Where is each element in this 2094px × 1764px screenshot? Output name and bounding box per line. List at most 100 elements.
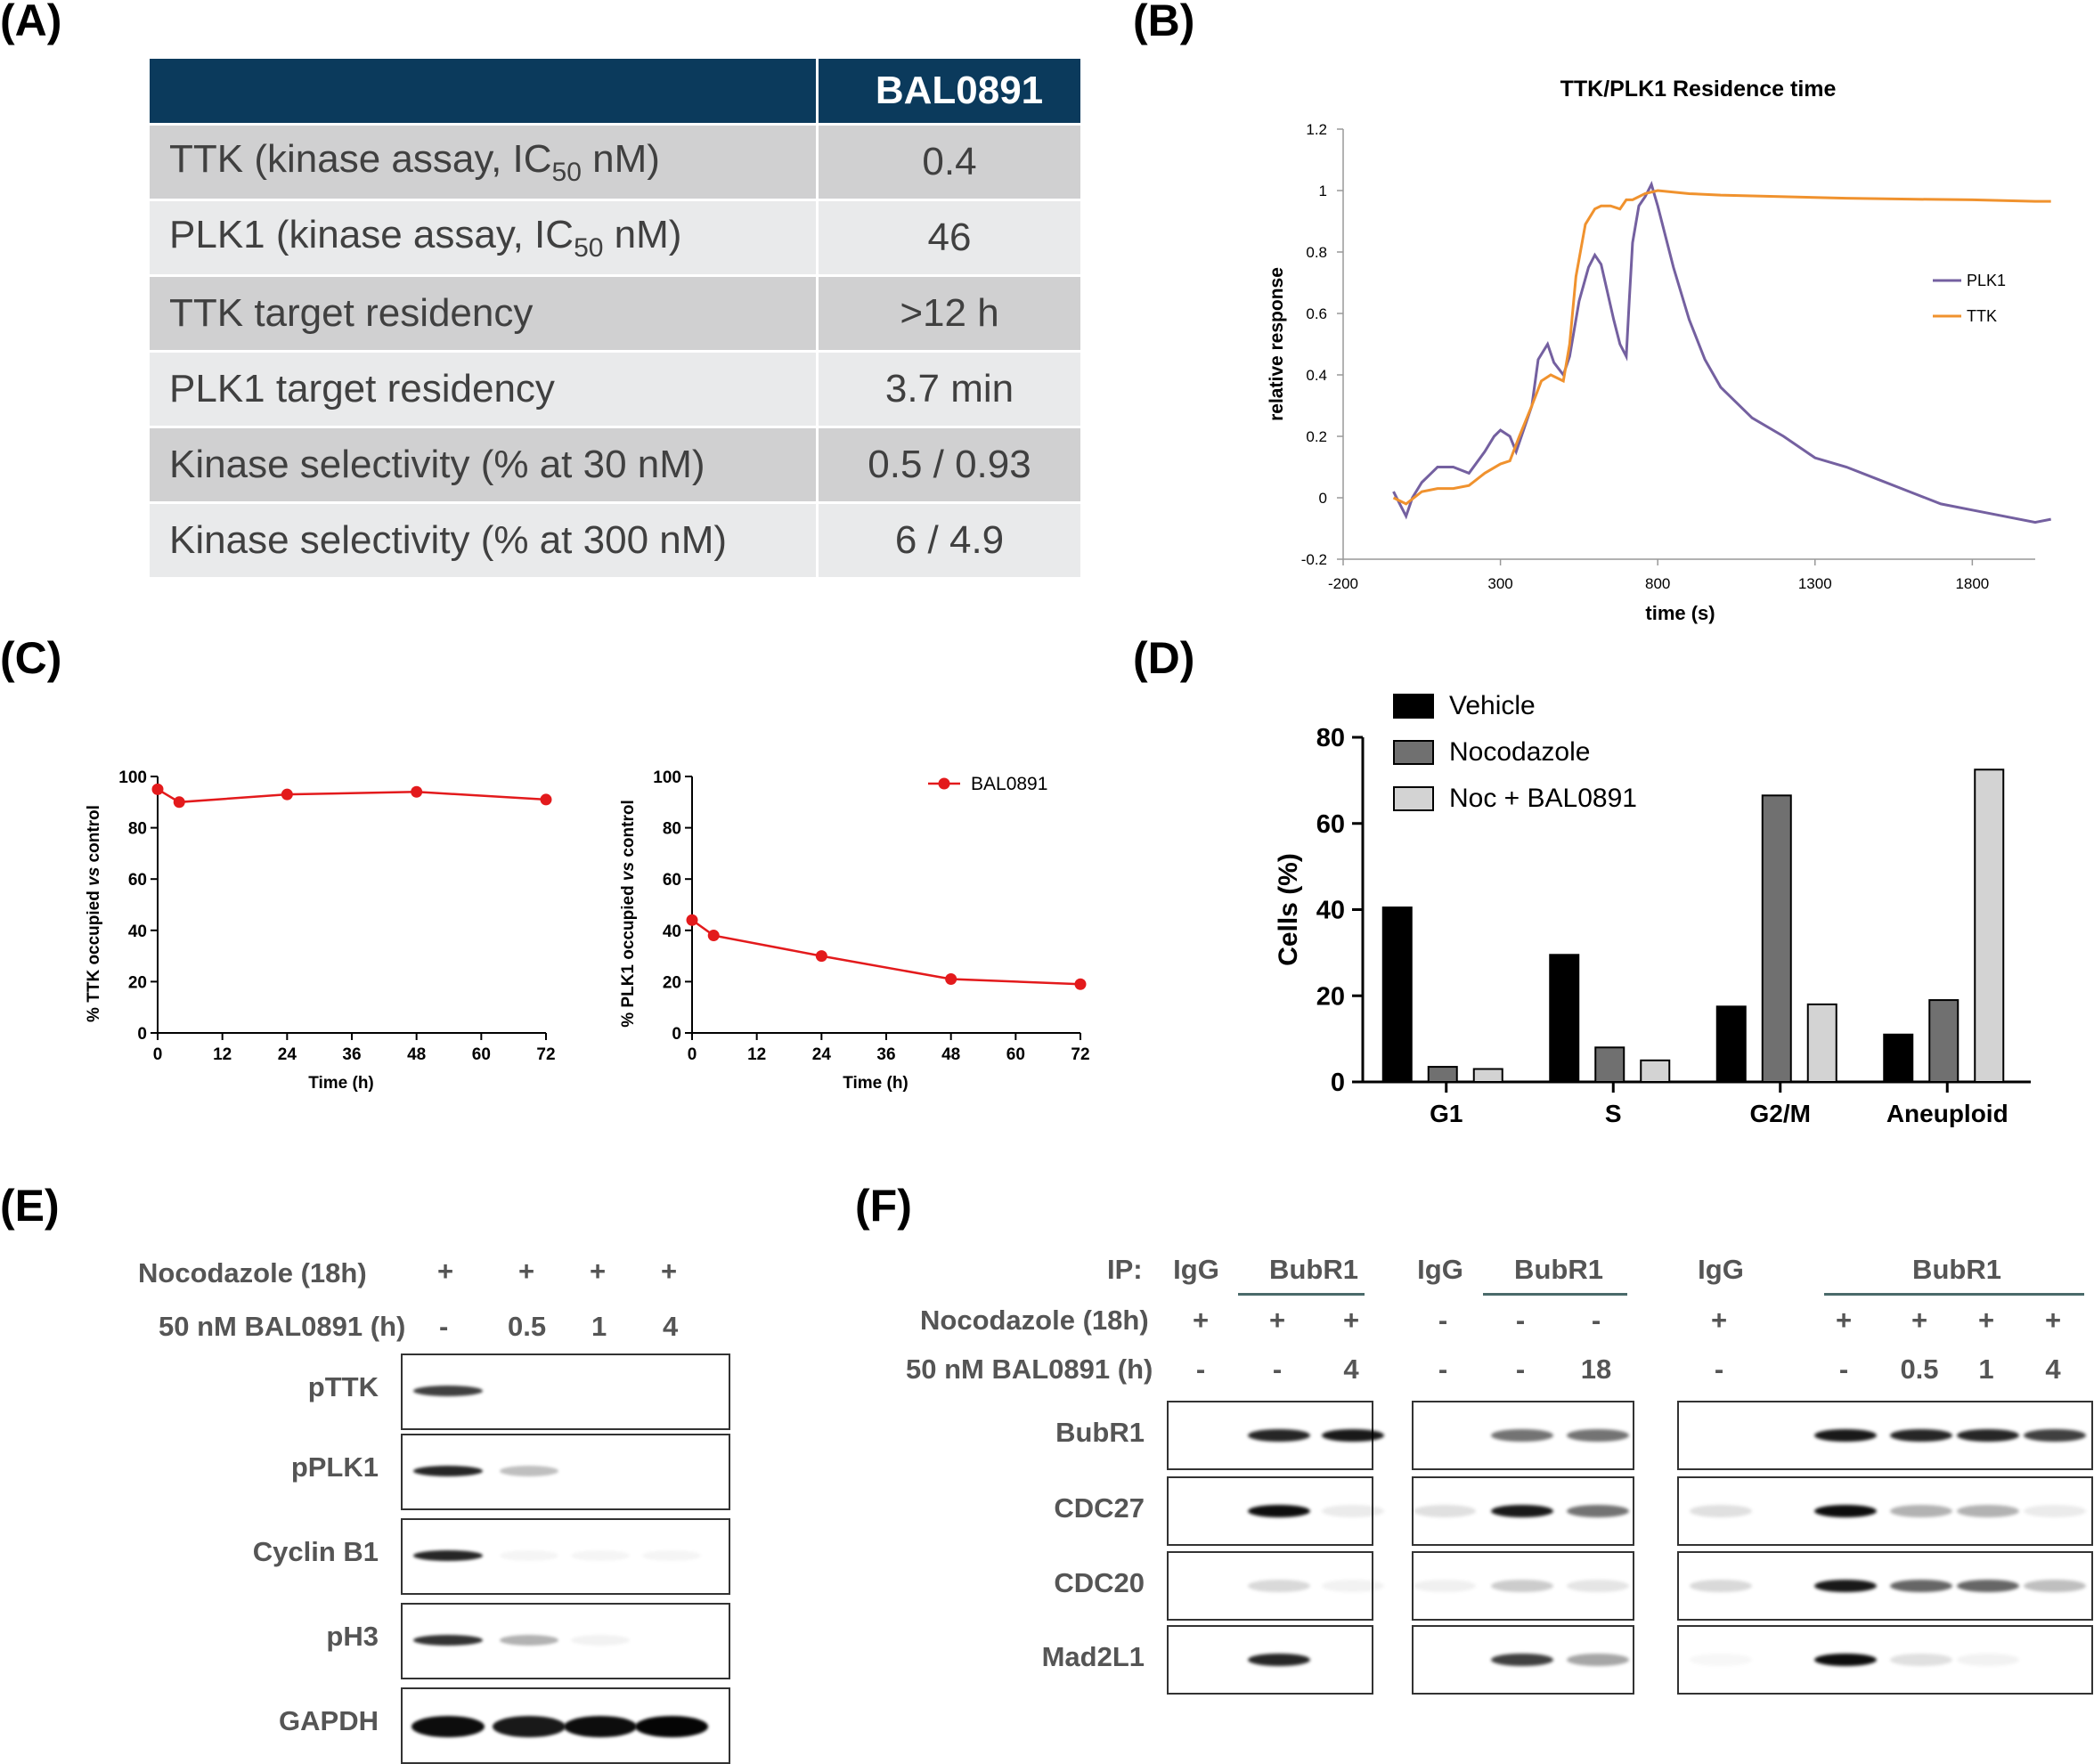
blot-band [1248, 1580, 1310, 1592]
blot-band [1690, 1654, 1752, 1666]
table-row-value: 0.4 [816, 124, 1080, 201]
bar-aneuploid-0 [1883, 1033, 1914, 1084]
x-tick-label: 24 [812, 1045, 832, 1064]
blot-band [642, 1550, 701, 1561]
bar-g1-2 [1472, 1068, 1503, 1083]
data-point [281, 788, 293, 801]
panel-label-d: (D) [1133, 633, 1195, 683]
row-label-subscript: 50 [574, 232, 604, 263]
x-tick-label: G2/M [1750, 1100, 1811, 1127]
f-igg-label: IgG [1173, 1254, 1219, 1285]
blot-band [1491, 1654, 1553, 1666]
data-point [173, 796, 185, 809]
y-tick-label: 80 [1316, 724, 1345, 752]
residence-time-chart: TTK/PLK1 Residence time -0.2 0 0.2 0.4 0.6 0.8… [1267, 77, 2051, 624]
row-label-text: TTK target residency [169, 291, 534, 335]
bar-g1-1 [1427, 1066, 1458, 1084]
f-nocodazole-sign: - [1438, 1305, 1448, 1336]
table-row-label: PLK1 (kinase assay, IC50 nM) [150, 199, 818, 277]
f-nocodazole-sign: + [1835, 1305, 1853, 1336]
bar-g2m-2 [1806, 1003, 1837, 1083]
table-row-label: Kinase selectivity (% at 30 nM) [150, 427, 818, 504]
y-tick-label: 1.2 [1306, 121, 1327, 138]
table-row: PLK1 (kinase assay, IC50 nM) 46 [150, 199, 1080, 277]
panel-label-e: (E) [0, 1181, 60, 1231]
e-blot-label: pH3 [326, 1621, 379, 1652]
f-blot-label: BubR1 [1055, 1417, 1145, 1448]
bar-aneuploid-2 [1974, 768, 2005, 1083]
x-tick-label: Aneuploid [1886, 1100, 2008, 1127]
f-bubr1-label: BubR1 [1912, 1254, 2001, 1285]
e-bal0891-time: 1 [591, 1311, 607, 1342]
table-header-compound: BAL0891 [817, 59, 1080, 126]
x-axis-label: time (s) [1645, 602, 1715, 624]
y-axis-label: % PLK1 occupied vs control [619, 800, 638, 1028]
e-blot-strip [401, 1603, 730, 1679]
table-row-label: TTK (kinase assay, IC50 nM) [150, 124, 818, 201]
row-label-text: TTK (kinase assay, IC [169, 136, 552, 181]
row-label-subscript: 50 [551, 157, 582, 187]
legend-label: Vehicle [1449, 691, 1536, 720]
blot-band [413, 1550, 483, 1561]
blot-band [1814, 1505, 1877, 1517]
y-tick-label: 0 [1331, 1069, 1345, 1097]
row-label-suffix: nM) [603, 212, 682, 256]
blot-band [635, 1716, 708, 1737]
f-bal0891-time: - [1838, 1353, 1849, 1385]
f-igg-label: IgG [1698, 1254, 1744, 1285]
f-blot-strip [1412, 1551, 1634, 1621]
e-blot-strip [401, 1434, 730, 1510]
data-point [945, 973, 957, 986]
table-row-value: 0.5 / 0.93 [816, 427, 1080, 504]
blot-band [1814, 1654, 1877, 1666]
blot-band [1322, 1505, 1384, 1517]
f-bal0891-time: - [1515, 1353, 1526, 1385]
blot-band [413, 1386, 483, 1396]
f-bal0891-time: 4 [2045, 1353, 2061, 1385]
f-bal0891-time: - [1714, 1353, 1724, 1385]
f-blot-strip [1677, 1401, 2093, 1470]
f-blot-strip [1412, 1625, 1634, 1695]
f-nocodazole-sign: - [1591, 1305, 1601, 1336]
blot-band [1248, 1429, 1310, 1442]
e-nocodazole-sign: + [661, 1256, 678, 1287]
f-blot-strip [1412, 1401, 1634, 1470]
y-tick-label: 60 [1316, 810, 1345, 839]
y-tick-label: 60 [663, 871, 681, 890]
blot-band [1890, 1580, 1952, 1592]
f-bal0891-time: 4 [1343, 1353, 1359, 1385]
f-blot-strip [1167, 1551, 1384, 1621]
y-axis-label: relative response [1267, 267, 1287, 421]
f-blot-strip [1677, 1476, 2093, 1546]
ip-underline [1238, 1293, 1365, 1296]
ip-underline [1483, 1293, 1627, 1296]
kinase-properties-table: BAL0891 TTK (kinase assay, IC50 nM) 0.4 PL… [150, 59, 1080, 580]
y-tick-label: 0.4 [1306, 367, 1327, 384]
y-tick-label: 20 [663, 973, 681, 992]
blot-band [1957, 1429, 2019, 1442]
legend-swatch [1393, 786, 1434, 811]
legend-label: Nocodazole [1449, 737, 1590, 767]
e-blot-label: pTTK [307, 1371, 379, 1402]
y-tick-label: 40 [663, 923, 681, 941]
e-bal0891-label: 50 nM BAL0891 (h) [159, 1311, 406, 1342]
f-bal0891-time: 18 [1580, 1353, 1612, 1385]
y-tick-label: 80 [663, 820, 681, 839]
blot-band [2024, 1429, 2086, 1442]
f-nocodazole-sign: + [1342, 1305, 1360, 1336]
y-tick-label: 40 [1316, 897, 1345, 925]
e-blot-strip [401, 1687, 730, 1764]
f-blot-strip [1167, 1401, 1384, 1470]
y-tick-label: 0.2 [1306, 428, 1327, 445]
x-tick-label: 60 [1006, 1045, 1025, 1064]
y-tick-label: 100 [118, 768, 147, 787]
f-blot-strip [1677, 1625, 2093, 1695]
blot-band [1248, 1505, 1310, 1517]
f-bal0891-label: 50 nM BAL0891 (h) [906, 1353, 1153, 1385]
table-row-label: TTK target residency [150, 275, 818, 353]
blot-band [1957, 1654, 2019, 1666]
f-bubr1-label: BubR1 [1514, 1254, 1603, 1285]
e-blot-strip [401, 1518, 730, 1595]
f-nocodazole-sign: + [1268, 1305, 1286, 1336]
x-tick-label: 300 [1487, 575, 1512, 592]
